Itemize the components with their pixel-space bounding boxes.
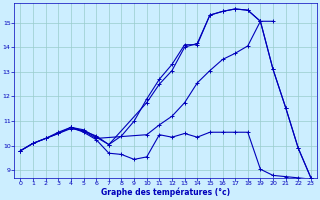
X-axis label: Graphe des températures (°c): Graphe des températures (°c) (101, 188, 230, 197)
